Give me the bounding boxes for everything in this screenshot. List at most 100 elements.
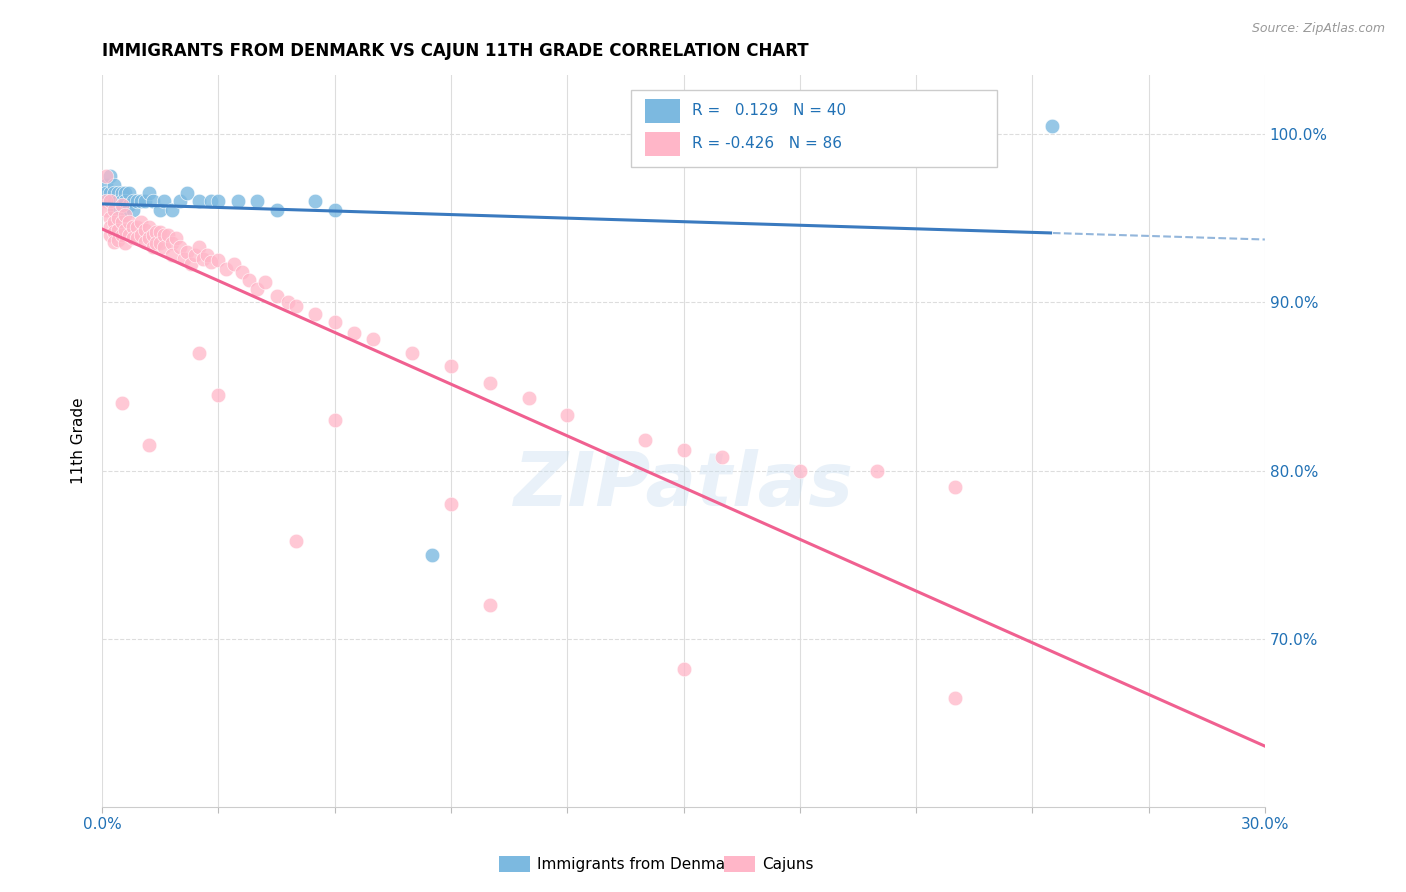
Point (110, 227, 132, 242)
Point (266, 288, 288, 302)
Point (173, 252, 195, 266)
Point (94, 169, 117, 183)
Point (478, 598, 501, 612)
Point (129, 227, 152, 242)
Point (222, 257, 245, 271)
Point (253, 275, 276, 289)
Point (160, 202, 183, 217)
FancyBboxPatch shape (645, 132, 681, 156)
Point (200, 255, 222, 269)
Point (114, 236, 136, 251)
Text: Source: ZipAtlas.com: Source: ZipAtlas.com (1251, 22, 1385, 36)
Point (304, 307, 326, 321)
Point (195, 248, 218, 262)
Point (440, 359, 463, 374)
Point (711, 450, 734, 464)
Point (226, 194, 249, 209)
Point (98, 219, 121, 234)
Point (285, 299, 308, 313)
Point (138, 186, 160, 200)
Point (122, 219, 145, 234)
Point (478, 376, 501, 390)
Point (149, 225, 172, 239)
Point (188, 345, 211, 359)
Point (277, 295, 299, 310)
Text: ZIPatlas: ZIPatlas (513, 449, 853, 522)
Point (129, 194, 152, 209)
Point (238, 273, 260, 287)
Point (122, 202, 145, 217)
Point (122, 194, 145, 209)
Point (118, 186, 141, 200)
Point (103, 225, 125, 239)
Point (207, 388, 229, 402)
FancyBboxPatch shape (631, 90, 997, 167)
Point (118, 227, 141, 242)
Point (103, 202, 125, 217)
Point (207, 194, 229, 209)
Point (142, 240, 165, 254)
Point (114, 186, 136, 200)
Point (266, 202, 288, 217)
Point (142, 194, 165, 209)
Point (517, 391, 540, 405)
Point (98, 186, 121, 200)
Point (420, 548, 443, 562)
Point (110, 186, 132, 200)
Point (200, 194, 222, 209)
Point (107, 186, 129, 200)
Point (127, 219, 149, 234)
Point (246, 194, 269, 209)
Point (107, 211, 129, 226)
Point (866, 464, 889, 478)
Point (323, 413, 346, 427)
Point (142, 227, 165, 242)
Point (672, 443, 695, 458)
Point (110, 198, 132, 212)
FancyBboxPatch shape (645, 99, 681, 123)
Point (118, 198, 141, 212)
Point (110, 214, 132, 228)
Point (188, 240, 211, 254)
Point (160, 236, 183, 251)
Point (127, 194, 149, 209)
Point (246, 282, 269, 296)
Point (180, 257, 202, 271)
Point (110, 396, 132, 410)
Point (323, 202, 346, 217)
Point (98, 194, 121, 209)
Text: R = -0.426   N = 86: R = -0.426 N = 86 (692, 136, 842, 152)
Point (401, 345, 423, 359)
Point (184, 248, 207, 262)
Point (145, 225, 167, 239)
Point (285, 534, 308, 549)
Point (94, 202, 117, 217)
Point (129, 214, 152, 228)
Point (555, 408, 578, 422)
Point (98, 194, 121, 209)
Point (440, 497, 463, 511)
Point (231, 265, 253, 279)
Point (634, 434, 657, 448)
Point (94, 186, 117, 200)
Point (176, 186, 198, 200)
Point (149, 202, 172, 217)
Point (176, 244, 198, 259)
Point (110, 194, 132, 209)
Point (672, 662, 695, 676)
Text: Cajuns: Cajuns (762, 857, 814, 871)
Point (363, 332, 385, 346)
Point (134, 223, 156, 237)
Point (107, 223, 129, 237)
Point (103, 235, 125, 249)
Point (127, 231, 149, 245)
Point (789, 464, 811, 478)
Text: Immigrants from Denmark: Immigrants from Denmark (537, 857, 741, 871)
Point (107, 233, 129, 247)
Point (323, 316, 346, 330)
Point (138, 231, 160, 245)
Point (98, 169, 121, 183)
Point (138, 438, 160, 452)
Point (103, 202, 125, 217)
Point (98, 211, 121, 226)
